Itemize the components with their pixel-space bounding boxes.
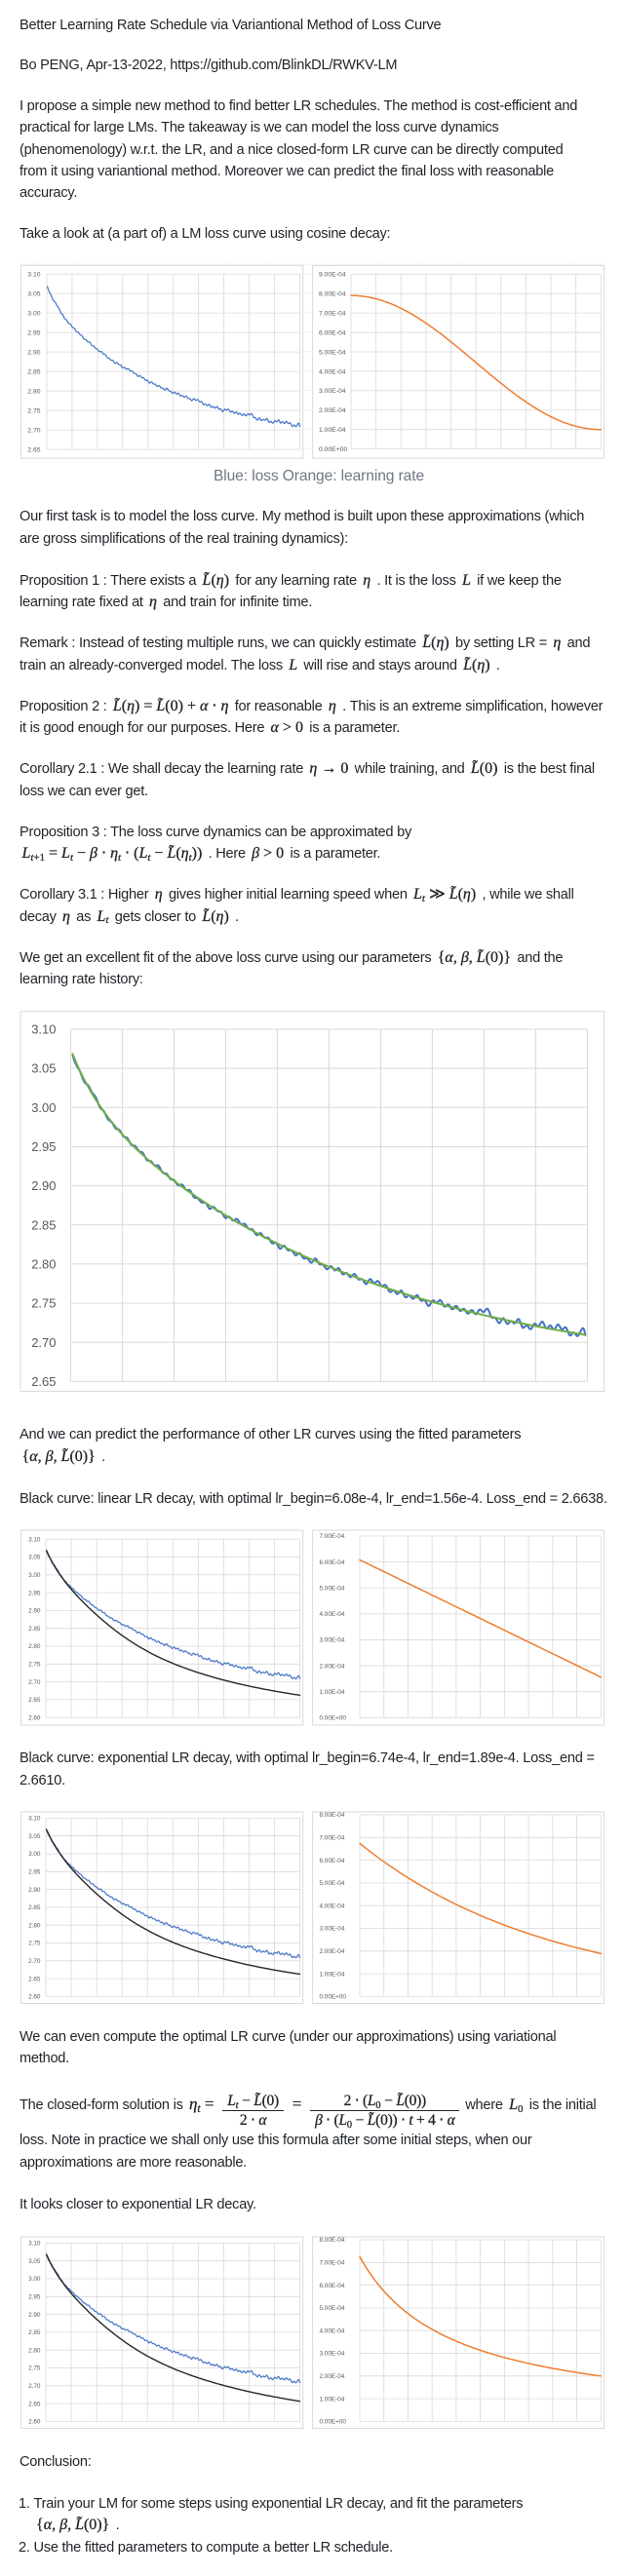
svg-text:9.00E-04: 9.00E-04: [319, 272, 346, 279]
svg-text:7.00E-04: 7.00E-04: [319, 311, 346, 318]
svg-text:0.00E+00: 0.00E+00: [319, 2419, 346, 2426]
svg-text:2.80: 2.80: [31, 1256, 56, 1271]
svg-text:7.00E-04: 7.00E-04: [319, 1835, 344, 1842]
svg-text:2.90: 2.90: [28, 1887, 41, 1894]
svg-text:2.70: 2.70: [28, 2383, 41, 2390]
svg-text:8.00E-04: 8.00E-04: [319, 2237, 344, 2244]
svg-text:1.00E-04: 1.00E-04: [319, 1689, 344, 1696]
svg-text:2.95: 2.95: [27, 330, 40, 337]
svg-text:0.00E+00: 0.00E+00: [319, 446, 347, 453]
svg-text:2.90: 2.90: [27, 350, 40, 357]
svg-text:2.00E-04: 2.00E-04: [319, 1948, 344, 1955]
svg-text:5.00E-04: 5.00E-04: [319, 1585, 344, 1592]
svg-text:3.10: 3.10: [28, 2241, 41, 2248]
svg-text:2.90: 2.90: [31, 1178, 56, 1193]
svg-text:2.80: 2.80: [27, 389, 40, 396]
svg-text:6.00E-04: 6.00E-04: [319, 330, 346, 337]
svg-text:3.10: 3.10: [28, 1536, 41, 1543]
svg-text:2.95: 2.95: [28, 2294, 41, 2301]
svg-text:2.65: 2.65: [28, 1697, 41, 1704]
svg-text:2.65: 2.65: [31, 1374, 56, 1389]
svg-text:3.00: 3.00: [31, 1100, 56, 1115]
svg-text:2.85: 2.85: [28, 2329, 41, 2336]
svg-text:3.10: 3.10: [28, 1816, 41, 1823]
svg-text:2.60: 2.60: [28, 1994, 41, 2001]
svg-text:6.00E-04: 6.00E-04: [319, 1559, 344, 1566]
svg-text:1.00E-04: 1.00E-04: [319, 2396, 344, 2403]
svg-text:4.00E-04: 4.00E-04: [319, 2327, 344, 2334]
svg-text:3.05: 3.05: [28, 2258, 41, 2265]
svg-text:2.85: 2.85: [27, 369, 40, 376]
svg-text:2.70: 2.70: [31, 1335, 56, 1350]
svg-text:2.85: 2.85: [28, 1626, 41, 1633]
svg-text:2.80: 2.80: [28, 1922, 41, 1929]
svg-text:2.85: 2.85: [31, 1217, 56, 1232]
svg-text:3.00E-04: 3.00E-04: [319, 1637, 344, 1644]
svg-text:3.05: 3.05: [28, 1833, 41, 1840]
svg-text:3.05: 3.05: [27, 291, 40, 298]
svg-text:8.00E-04: 8.00E-04: [319, 291, 346, 298]
svg-text:2.65: 2.65: [27, 447, 40, 454]
svg-text:2.80: 2.80: [28, 1643, 41, 1650]
svg-text:0.00E+00: 0.00E+00: [319, 1994, 346, 2001]
svg-text:2.00E-04: 2.00E-04: [319, 1663, 344, 1670]
svg-text:2.90: 2.90: [28, 1608, 41, 1615]
svg-text:3.00: 3.00: [27, 311, 40, 318]
svg-text:2.95: 2.95: [28, 1590, 41, 1596]
svg-text:3.00E-04: 3.00E-04: [319, 1926, 344, 1933]
svg-text:2.00E-04: 2.00E-04: [319, 2373, 344, 2380]
svg-text:4.00E-04: 4.00E-04: [319, 1611, 344, 1618]
svg-text:3.00: 3.00: [28, 1851, 41, 1858]
svg-text:2.75: 2.75: [28, 1662, 41, 1669]
svg-text:7.00E-04: 7.00E-04: [319, 1533, 344, 1540]
svg-text:1.00E-04: 1.00E-04: [319, 427, 346, 434]
svg-text:5.00E-04: 5.00E-04: [319, 2305, 344, 2312]
svg-text:2.65: 2.65: [28, 1976, 41, 1982]
svg-text:3.00E-04: 3.00E-04: [319, 389, 346, 396]
svg-text:2.70: 2.70: [28, 1958, 41, 1965]
svg-text:2.65: 2.65: [28, 2401, 41, 2407]
svg-text:2.75: 2.75: [28, 1941, 41, 1947]
svg-text:5.00E-04: 5.00E-04: [319, 350, 346, 357]
svg-text:2.90: 2.90: [28, 2312, 41, 2319]
svg-text:3.10: 3.10: [31, 1022, 56, 1037]
svg-text:3.10: 3.10: [27, 272, 40, 279]
svg-text:2.80: 2.80: [28, 2347, 41, 2354]
svg-text:2.95: 2.95: [28, 1869, 41, 1876]
svg-text:2.60: 2.60: [28, 2419, 41, 2426]
svg-text:2.75: 2.75: [27, 408, 40, 415]
svg-text:5.00E-04: 5.00E-04: [319, 1880, 344, 1887]
svg-text:2.95: 2.95: [31, 1139, 56, 1154]
svg-text:1.00E-04: 1.00E-04: [319, 1971, 344, 1978]
svg-text:6.00E-04: 6.00E-04: [319, 2283, 344, 2289]
svg-text:2.75: 2.75: [31, 1296, 56, 1311]
svg-text:3.00: 3.00: [28, 2276, 41, 2283]
svg-text:3.05: 3.05: [28, 1555, 41, 1561]
svg-text:2.70: 2.70: [27, 428, 40, 435]
svg-text:4.00E-04: 4.00E-04: [319, 1903, 344, 1909]
svg-text:0.00E+00: 0.00E+00: [319, 1715, 346, 1722]
svg-text:2.00E-04: 2.00E-04: [319, 408, 346, 415]
svg-text:8.00E-04: 8.00E-04: [319, 1812, 344, 1819]
svg-text:3.00: 3.00: [28, 1572, 41, 1579]
svg-text:6.00E-04: 6.00E-04: [319, 1858, 344, 1865]
svg-text:2.75: 2.75: [28, 2365, 41, 2372]
svg-text:2.70: 2.70: [28, 1679, 41, 1686]
svg-text:3.00E-04: 3.00E-04: [319, 2351, 344, 2358]
svg-text:2.85: 2.85: [28, 1904, 41, 1911]
svg-text:3.05: 3.05: [31, 1061, 56, 1076]
svg-text:7.00E-04: 7.00E-04: [319, 2260, 344, 2267]
svg-text:2.60: 2.60: [28, 1714, 41, 1721]
svg-text:4.00E-04: 4.00E-04: [319, 369, 346, 376]
